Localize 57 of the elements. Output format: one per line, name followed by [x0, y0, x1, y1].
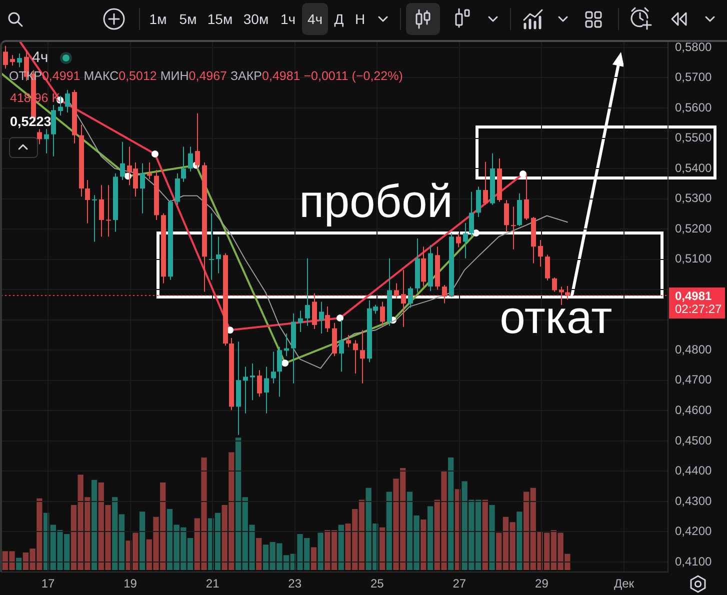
- y-tick-label: 0,4700: [675, 372, 712, 387]
- bar: [427, 506, 434, 570]
- y-tick-label: 0,5400: [675, 160, 712, 175]
- y-tick-label: 0,5800: [675, 40, 712, 54]
- y-tick-label: 0,5700: [675, 70, 712, 84]
- text: 02:27:27: [675, 302, 722, 316]
- bar: [489, 504, 495, 570]
- text: 4ч: [307, 10, 323, 28]
- text: 4ч: [32, 49, 48, 67]
- bar: [448, 457, 454, 570]
- y-tick-label: 0,4600: [675, 402, 712, 417]
- text: 5м: [179, 10, 197, 28]
- y-tick-label: 0,4400: [675, 464, 712, 478]
- candlestick: [250, 363, 255, 400]
- candlestick: [209, 213, 214, 280]
- candlestick: [106, 185, 111, 237]
- bar: [379, 527, 386, 570]
- x-tick-label: 27: [452, 576, 466, 591]
- x-tick-label: Дек: [614, 576, 635, 591]
- annotation: откат: [500, 291, 612, 343]
- bar: [139, 512, 146, 570]
- y-tick-label: 0,4500: [675, 433, 712, 448]
- y-tick-label: 0,4100: [675, 554, 712, 568]
- candlestick: [92, 195, 97, 242]
- y-tick-label: 0,4200: [675, 524, 712, 538]
- y-tick-label: 0,4300: [675, 494, 712, 508]
- annotation: пробой: [299, 175, 453, 227]
- bar: [516, 512, 522, 570]
- bar: [310, 547, 317, 570]
- bar: [318, 532, 324, 570]
- x-tick-label: 21: [206, 576, 220, 591]
- bar: [386, 492, 392, 570]
- y-tick-label: 0,5600: [675, 100, 712, 114]
- bar: [420, 520, 426, 570]
- text: Д: [334, 10, 344, 28]
- bar: [338, 524, 344, 570]
- x-tick-label: 25: [370, 576, 384, 591]
- y-tick-label: 0,5300: [675, 191, 712, 206]
- annotation: 0,5223: [10, 114, 52, 130]
- y-tick-label: 0,4800: [675, 342, 712, 356]
- y-tick-label: 0,5100: [675, 252, 712, 266]
- text: Н: [354, 10, 366, 28]
- text: 1ч: [280, 10, 296, 28]
- candlestick: [511, 206, 516, 250]
- bar: [482, 500, 488, 570]
- x-tick-label: 29: [535, 576, 549, 591]
- x-tick-label: 17: [41, 576, 55, 591]
- x-tick-label: 19: [124, 576, 138, 591]
- y-tick-label: 0,5500: [675, 130, 712, 145]
- x-tick-label: 23: [288, 576, 302, 591]
- text: 1м: [149, 10, 167, 28]
- bar: [256, 538, 262, 570]
- bar: [91, 480, 98, 570]
- y-tick-label: 0,5200: [675, 221, 712, 236]
- text: 30м: [243, 10, 269, 28]
- ref-line-label: 0,4981: [675, 288, 712, 303]
- text: 15м: [207, 10, 233, 28]
